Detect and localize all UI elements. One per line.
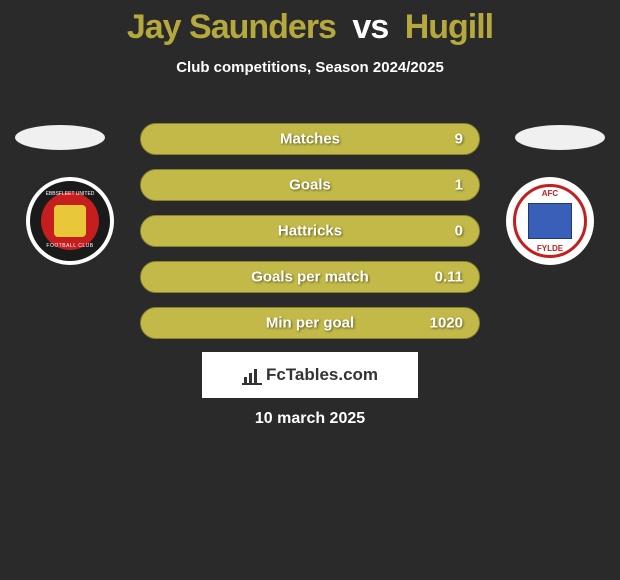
vs-text: vs (352, 8, 388, 46)
stat-label: Goals per match (251, 269, 369, 286)
stat-label: Min per goal (266, 315, 354, 332)
stat-value: 1020 (430, 315, 463, 332)
stats-container: Matches 9 Goals 1 Hattricks 0 Goals per … (140, 123, 480, 353)
player2-name: Hugill (405, 8, 493, 46)
player2-photo-placeholder (515, 125, 605, 150)
stat-label: Matches (280, 131, 340, 148)
date-text: 10 march 2025 (0, 410, 620, 428)
chart-icon (242, 365, 262, 385)
stat-value: 0.11 (435, 269, 463, 286)
stat-label: Goals (289, 177, 331, 194)
crest-right-text-top: AFC (506, 189, 594, 198)
stat-row: Goals per match 0.11 (140, 261, 480, 293)
stat-value: 1 (455, 177, 463, 194)
stat-row: Matches 9 (140, 123, 480, 155)
branding-text: FcTables.com (266, 365, 378, 385)
club-crest-right: AFC FYLDE (506, 177, 594, 265)
player1-name: Jay Saunders (127, 8, 336, 46)
branding-box[interactable]: FcTables.com (202, 352, 418, 398)
subtitle: Club competitions, Season 2024/2025 (0, 59, 620, 76)
crest-left-inner (54, 205, 86, 237)
stat-row: Min per goal 1020 (140, 307, 480, 339)
stat-value: 0 (455, 223, 463, 240)
crest-right-text-bot: FYLDE (506, 244, 594, 253)
stat-row: Hattricks 0 (140, 215, 480, 247)
player1-photo-placeholder (15, 125, 105, 150)
stat-label: Hattricks (278, 223, 342, 240)
crest-left-text: EBBSFLEET UNITED (30, 181, 110, 261)
stat-value: 9 (455, 131, 463, 148)
stat-row: Goals 1 (140, 169, 480, 201)
comparison-title: Jay Saunders vs Hugill (0, 0, 620, 47)
club-crest-left: EBBSFLEET UNITED (26, 177, 114, 265)
